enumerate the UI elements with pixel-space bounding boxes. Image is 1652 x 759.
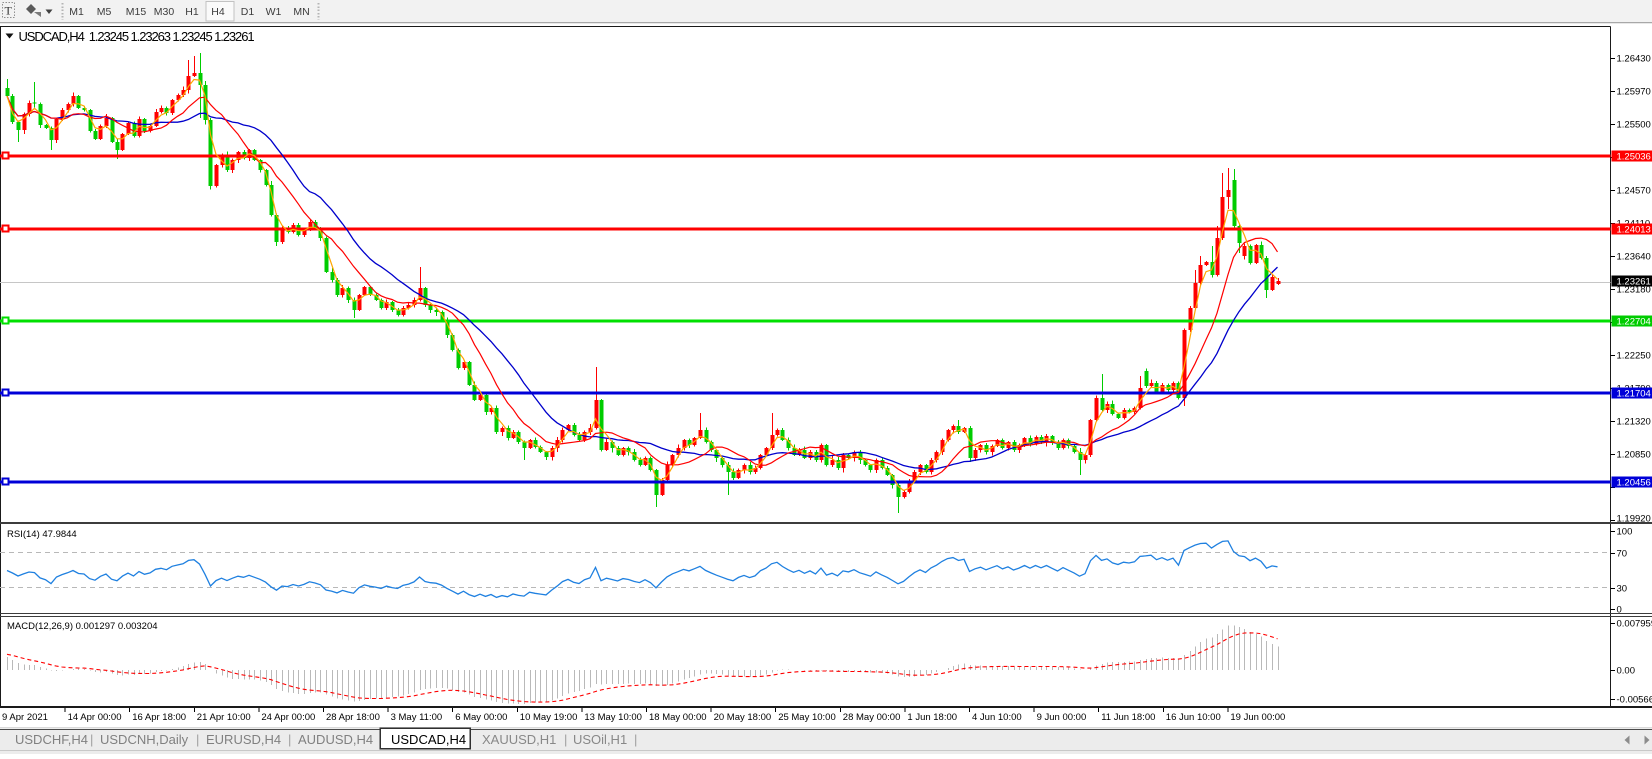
svg-text:11 Jun 18:00: 11 Jun 18:00 — [1101, 712, 1155, 723]
svg-text:1.22250: 1.22250 — [1617, 351, 1651, 362]
svg-text:RSI(14) 47.9844: RSI(14) 47.9844 — [7, 529, 77, 540]
svg-text:USDCAD,H4 1.23245 1.23263 1.2: USDCAD,H4 1.23245 1.23263 1.23245 1.2326… — [19, 29, 255, 44]
svg-text:28 May 00:00: 28 May 00:00 — [843, 712, 901, 723]
svg-text:25 May 10:00: 25 May 10:00 — [778, 712, 836, 723]
svg-text:9 Jun 00:00: 9 Jun 00:00 — [1037, 712, 1087, 723]
svg-text:13 May 10:00: 13 May 10:00 — [584, 712, 642, 723]
svg-text:3 May 11:00: 3 May 11:00 — [391, 712, 443, 723]
svg-text:18 May 00:00: 18 May 00:00 — [649, 712, 707, 723]
svg-text:-0.005663: -0.005663 — [1617, 695, 1652, 706]
svg-text:MN: MN — [293, 6, 309, 18]
svg-text:28 Apr 18:00: 28 Apr 18:00 — [326, 712, 380, 723]
svg-text:1.19920: 1.19920 — [1617, 514, 1651, 525]
svg-text:M5: M5 — [97, 6, 112, 18]
svg-text:4 Jun 10:00: 4 Jun 10:00 — [972, 712, 1022, 723]
svg-text:0.007959: 0.007959 — [1617, 619, 1652, 630]
svg-text:USOil,H1: USOil,H1 — [573, 732, 627, 747]
svg-text:1.21320: 1.21320 — [1617, 417, 1651, 428]
svg-text:1.21704: 1.21704 — [1617, 389, 1651, 400]
svg-text:30: 30 — [1617, 584, 1628, 595]
svg-text:USDCNH,Daily: USDCNH,Daily — [100, 732, 189, 747]
svg-text:16 Jun 10:00: 16 Jun 10:00 — [1166, 712, 1221, 723]
svg-text:19 Jun 00:00: 19 Jun 00:00 — [1230, 712, 1285, 723]
svg-text:1.25970: 1.25970 — [1617, 87, 1651, 98]
svg-text:T: T — [5, 4, 13, 18]
svg-text:1.23640: 1.23640 — [1617, 252, 1651, 263]
svg-text:0: 0 — [1617, 605, 1622, 616]
svg-text:1.24013: 1.24013 — [1617, 225, 1651, 236]
svg-text:M30: M30 — [154, 6, 175, 18]
svg-text:|: | — [288, 732, 291, 747]
svg-text:M15: M15 — [126, 6, 147, 18]
svg-text:1.26430: 1.26430 — [1617, 54, 1651, 65]
svg-text:H4: H4 — [211, 6, 225, 18]
svg-text:MACD(12,26,9) 0.001297 0.00320: MACD(12,26,9) 0.001297 0.003204 — [7, 621, 158, 632]
svg-text:M1: M1 — [69, 6, 84, 18]
svg-text:1.25500: 1.25500 — [1617, 120, 1651, 131]
svg-text:100: 100 — [1617, 527, 1633, 538]
svg-text:USDCAD,H4: USDCAD,H4 — [391, 732, 466, 747]
svg-text:1.23261: 1.23261 — [1617, 277, 1651, 288]
svg-text:1.22704: 1.22704 — [1617, 317, 1651, 328]
svg-text:|: | — [634, 732, 637, 747]
svg-text:1.20456: 1.20456 — [1617, 478, 1651, 489]
svg-text:|: | — [564, 732, 567, 747]
svg-text:W1: W1 — [266, 6, 282, 18]
svg-text:1.25036: 1.25036 — [1617, 152, 1651, 163]
svg-text:1 Jun 18:00: 1 Jun 18:00 — [907, 712, 957, 723]
svg-text:14 Apr 00:00: 14 Apr 00:00 — [68, 712, 122, 723]
svg-text:21 Apr 10:00: 21 Apr 10:00 — [197, 712, 251, 723]
svg-text:|: | — [196, 732, 199, 747]
svg-text:AUDUSD,H4: AUDUSD,H4 — [298, 732, 373, 747]
svg-text:D1: D1 — [241, 6, 255, 18]
svg-text:0.00: 0.00 — [1617, 666, 1636, 677]
svg-text:24 Apr 00:00: 24 Apr 00:00 — [261, 712, 315, 723]
svg-text:|: | — [90, 732, 93, 747]
svg-text:9 Apr 2021: 9 Apr 2021 — [2, 712, 48, 723]
svg-text:70: 70 — [1617, 549, 1628, 560]
svg-text:6 May 00:00: 6 May 00:00 — [455, 712, 507, 723]
svg-text:H1: H1 — [185, 6, 199, 18]
svg-text:20 May 18:00: 20 May 18:00 — [714, 712, 772, 723]
svg-text:10 May 19:00: 10 May 19:00 — [520, 712, 578, 723]
svg-text:1.20850: 1.20850 — [1617, 450, 1651, 461]
svg-text:XAUUSD,H1: XAUUSD,H1 — [482, 732, 556, 747]
svg-text:16 Apr 18:00: 16 Apr 18:00 — [132, 712, 186, 723]
svg-text:1.24570: 1.24570 — [1617, 186, 1651, 197]
svg-text:USDCHF,H4: USDCHF,H4 — [15, 732, 88, 747]
svg-text:EURUSD,H4: EURUSD,H4 — [206, 732, 281, 747]
